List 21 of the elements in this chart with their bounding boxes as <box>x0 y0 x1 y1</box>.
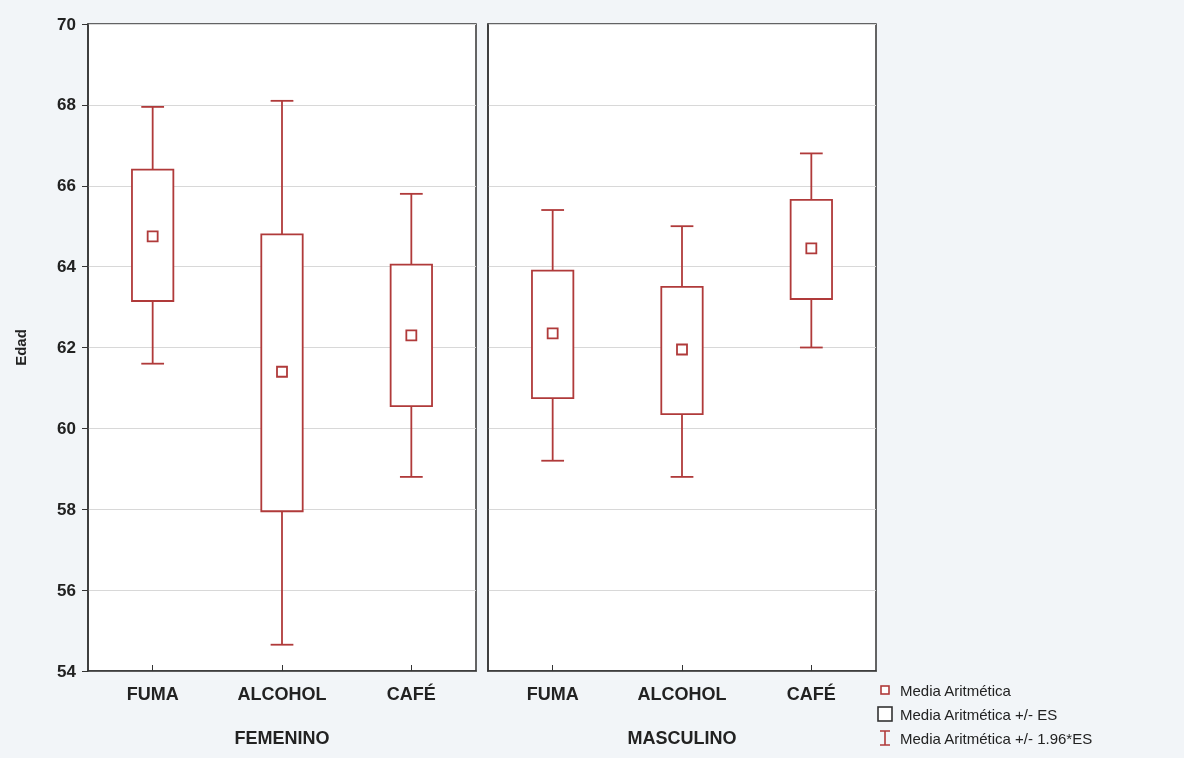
x-axis-title: FEMENINO <box>234 728 330 748</box>
text: Media Aritmética +/- ES <box>900 705 1058 723</box>
y-tick-label: 56 <box>57 580 76 600</box>
y-tick-label: 58 <box>57 499 76 519</box>
x-tick-label: ALCOHOL <box>637 684 727 704</box>
y-tick-label: 70 <box>57 14 76 34</box>
x-tick-label: ALCOHOL <box>237 684 327 704</box>
y-tick-label: 68 <box>57 95 76 115</box>
y-tick-label: 60 <box>57 418 76 438</box>
y-tick-label: 54 <box>57 661 77 681</box>
x-tick-label: CAFÉ <box>786 683 836 704</box>
x-axis-title: MASCULINO <box>627 728 737 748</box>
x-tick-label: CAFÉ <box>386 683 436 704</box>
x-tick-label: FUMA <box>126 684 179 704</box>
y-axis-title: Edad <box>12 329 29 366</box>
x-tick-label: FUMA <box>526 684 579 704</box>
text: Media Aritmética <box>900 681 1011 699</box>
text: Media Aritmética +/- 1.96*ES <box>900 729 1093 747</box>
y-tick-label: 66 <box>57 176 76 196</box>
y-tick-label: 64 <box>57 257 77 277</box>
y-tick-label: 62 <box>57 338 76 357</box>
